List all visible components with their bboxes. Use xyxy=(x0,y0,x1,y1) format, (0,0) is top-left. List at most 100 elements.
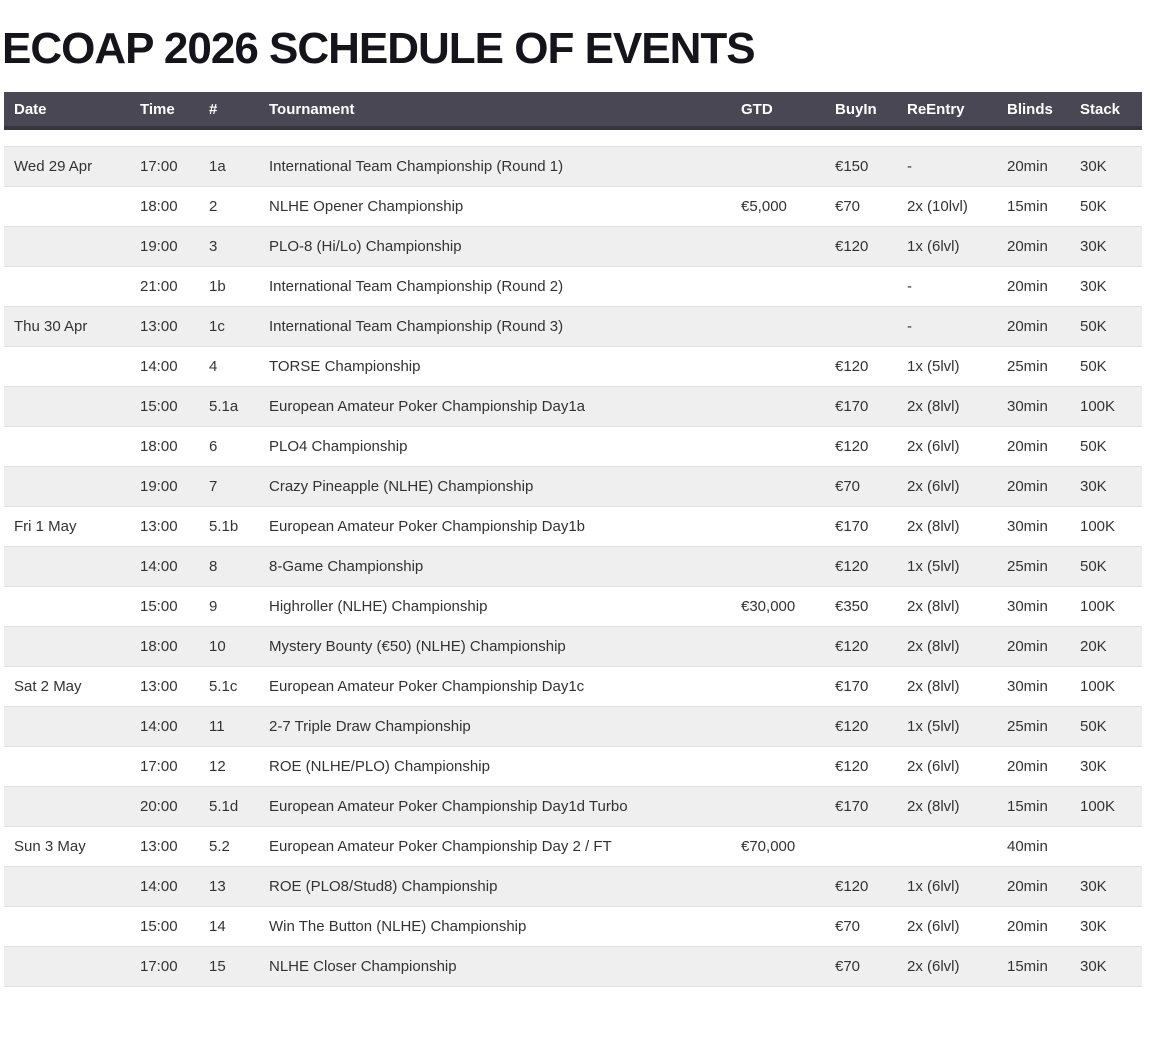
cell-time: 20:00 xyxy=(130,786,199,827)
cell-blinds: 25min xyxy=(997,546,1070,587)
cell-tournament: PLO4 Championship xyxy=(259,426,731,467)
cell-buyin: €170 xyxy=(825,666,897,707)
cell-buyin xyxy=(825,266,897,307)
cell-blinds: 15min xyxy=(997,786,1070,827)
cell-time: 21:00 xyxy=(130,266,199,307)
table-row: 14:00 11 2-7 Triple Draw Championship €120 1… xyxy=(4,706,1142,747)
cell-date xyxy=(4,746,130,787)
cell-date xyxy=(4,786,130,827)
cell-time: 18:00 xyxy=(130,426,199,467)
table-row: Thu 30 Apr 13:00 1c International Team Cham… xyxy=(4,306,1142,347)
cell-tournament: TORSE Championship xyxy=(259,346,731,387)
cell-reentry xyxy=(897,826,997,867)
cell-reentry: - xyxy=(897,266,997,307)
cell-time: 14:00 xyxy=(130,346,199,387)
cell-gtd xyxy=(731,306,825,347)
cell-blinds: 20min xyxy=(997,906,1070,947)
cell-gtd xyxy=(731,426,825,467)
cell-buyin: €170 xyxy=(825,786,897,827)
cell-date xyxy=(4,706,130,747)
cell-tournament: European Amateur Poker Championship Day1… xyxy=(259,786,731,827)
cell-buyin: €150 xyxy=(825,146,897,187)
cell-date xyxy=(4,866,130,907)
cell-date: Wed 29 Apr xyxy=(4,146,130,187)
cell-tournament: ROE (NLHE/PLO) Championship xyxy=(259,746,731,787)
cell-gtd xyxy=(731,546,825,587)
table-row: 15:00 9 Highroller (NLHE) Championship €30,… xyxy=(4,586,1142,627)
cell-blinds: 25min xyxy=(997,346,1070,387)
cell-buyin: €120 xyxy=(825,346,897,387)
cell-blinds: 20min xyxy=(997,426,1070,467)
cell-reentry: 2x (8lvl) xyxy=(897,386,997,427)
cell-blinds: 15min xyxy=(997,946,1070,987)
cell-gtd xyxy=(731,866,825,907)
cell-tournament: European Amateur Poker Championship Day … xyxy=(259,826,731,867)
cell-time: 14:00 xyxy=(130,866,199,907)
cell-tournament: International Team Championship (Round 3… xyxy=(259,306,731,347)
cell-buyin xyxy=(825,826,897,867)
cell-reentry: 2x (10lvl) xyxy=(897,186,997,227)
cell-gtd xyxy=(731,746,825,787)
cell-number: 9 xyxy=(199,586,259,627)
cell-time: 19:00 xyxy=(130,466,199,507)
cell-stack: 30K xyxy=(1070,266,1142,307)
cell-number: 5.2 xyxy=(199,826,259,867)
cell-tournament: European Amateur Poker Championship Day1… xyxy=(259,386,731,427)
cell-tournament: Highroller (NLHE) Championship xyxy=(259,586,731,627)
cell-gtd xyxy=(731,626,825,667)
table-row: 14:00 13 ROE (PLO8/Stud8) Championship €120… xyxy=(4,866,1142,907)
column-header-stack: Stack xyxy=(1070,92,1142,131)
cell-date xyxy=(4,586,130,627)
cell-time: 13:00 xyxy=(130,666,199,707)
cell-tournament: ROE (PLO8/Stud8) Championship xyxy=(259,866,731,907)
cell-stack: 50K xyxy=(1070,346,1142,387)
table-header-row: Date Time # Tournament GTD BuyIn ReEntry Blinds… xyxy=(4,92,1142,131)
cell-number: 12 xyxy=(199,746,259,787)
cell-blinds: 30min xyxy=(997,506,1070,547)
cell-time: 17:00 xyxy=(130,946,199,987)
cell-stack: 100K xyxy=(1070,386,1142,427)
cell-blinds: 20min xyxy=(997,466,1070,507)
table-row: Fri 1 May 13:00 5.1b European Amateur Poker… xyxy=(4,506,1142,547)
cell-tournament: Win The Button (NLHE) Championship xyxy=(259,906,731,947)
cell-reentry: - xyxy=(897,306,997,347)
cell-number: 7 xyxy=(199,466,259,507)
cell-stack: 50K xyxy=(1070,546,1142,587)
table-row: 18:00 2 NLHE Opener Championship €5,000 €70 2… xyxy=(4,186,1142,227)
cell-tournament: International Team Championship (Round 2… xyxy=(259,266,731,307)
cell-reentry: 2x (6lvl) xyxy=(897,466,997,507)
cell-blinds: 20min xyxy=(997,746,1070,787)
cell-buyin: €170 xyxy=(825,506,897,547)
table-row: 17:00 15 NLHE Closer Championship €70 2x (6l… xyxy=(4,946,1142,987)
cell-time: 15:00 xyxy=(130,906,199,947)
cell-time: 19:00 xyxy=(130,226,199,267)
cell-tournament: 2-7 Triple Draw Championship xyxy=(259,706,731,747)
table-row: 15:00 5.1a European Amateur Poker Champion… xyxy=(4,386,1142,427)
cell-date xyxy=(4,266,130,307)
cell-reentry: - xyxy=(897,146,997,187)
cell-number: 2 xyxy=(199,186,259,227)
cell-number: 11 xyxy=(199,706,259,747)
cell-time: 18:00 xyxy=(130,626,199,667)
cell-date xyxy=(4,946,130,987)
schedule-table: Date Time # Tournament GTD BuyIn ReEntry Blinds… xyxy=(4,92,1142,987)
cell-blinds: 20min xyxy=(997,866,1070,907)
cell-tournament: European Amateur Poker Championship Day1… xyxy=(259,506,731,547)
cell-buyin: €70 xyxy=(825,186,897,227)
cell-reentry: 2x (8lvl) xyxy=(897,626,997,667)
cell-buyin: €120 xyxy=(825,746,897,787)
cell-buyin: €350 xyxy=(825,586,897,627)
cell-reentry: 2x (6lvl) xyxy=(897,426,997,467)
cell-reentry: 2x (6lvl) xyxy=(897,906,997,947)
cell-number: 3 xyxy=(199,226,259,267)
cell-buyin: €70 xyxy=(825,906,897,947)
cell-date: Thu 30 Apr xyxy=(4,306,130,347)
column-header-blinds: Blinds xyxy=(997,92,1070,131)
cell-time: 13:00 xyxy=(130,306,199,347)
cell-gtd xyxy=(731,386,825,427)
column-header-gtd: GTD xyxy=(731,92,825,131)
cell-stack: 30K xyxy=(1070,746,1142,787)
cell-date xyxy=(4,906,130,947)
cell-blinds: 20min xyxy=(997,626,1070,667)
table-row: Wed 29 Apr 17:00 1a International Team Cham… xyxy=(4,146,1142,187)
